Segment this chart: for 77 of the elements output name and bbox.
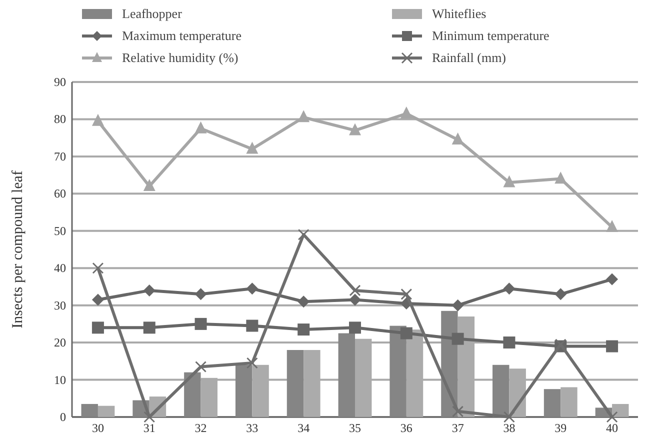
point <box>503 175 516 188</box>
legend-label: Maximum temperature <box>122 28 242 43</box>
point <box>452 406 464 418</box>
point <box>298 228 310 240</box>
point <box>246 282 258 295</box>
bar <box>492 364 510 417</box>
point <box>554 172 567 184</box>
x-tick-label: 32 <box>194 421 207 435</box>
x-tick-label: 37 <box>452 421 464 435</box>
y-tick-label: 20 <box>54 336 66 350</box>
bar <box>81 404 98 417</box>
legend-label: Leafhopper <box>122 6 183 21</box>
bar <box>286 350 304 417</box>
point <box>606 220 618 232</box>
y-tick-label: 60 <box>54 186 66 201</box>
x-tick-label: 35 <box>349 421 361 435</box>
y-tick-label: 50 <box>54 224 66 238</box>
x-tick-label: 36 <box>400 421 412 435</box>
point <box>400 288 412 300</box>
x-tick-label: 31 <box>143 421 156 435</box>
x-tick-label: 39 <box>554 421 567 435</box>
point <box>143 322 156 334</box>
bar <box>544 389 561 417</box>
point <box>349 322 361 334</box>
point <box>92 294 104 306</box>
point <box>246 320 258 332</box>
point <box>92 322 104 334</box>
point <box>503 411 515 423</box>
x-tick-label: 34 <box>298 421 310 435</box>
x-tick-label: 38 <box>503 421 516 435</box>
point <box>606 411 618 423</box>
bar <box>338 333 355 417</box>
y-tick-label: 10 <box>54 372 66 387</box>
bar <box>390 326 406 417</box>
x-tick-label: 30 <box>92 421 104 435</box>
y-tick-label: 70 <box>54 149 66 164</box>
x-tick-label: 33 <box>246 421 258 435</box>
y-axis-title: Insects per compound leaf <box>10 170 26 328</box>
point <box>298 110 310 122</box>
point <box>606 273 618 286</box>
point <box>144 411 156 423</box>
point <box>503 336 516 349</box>
point <box>194 318 207 330</box>
point <box>606 340 618 352</box>
y-tick-label: 30 <box>54 298 66 312</box>
point <box>92 262 104 274</box>
point <box>349 294 361 306</box>
point <box>194 288 207 300</box>
point <box>452 332 464 345</box>
y-tick-label: 80 <box>54 112 66 126</box>
legend-label: Whiteflies <box>432 6 486 21</box>
point <box>143 284 156 296</box>
point <box>452 132 464 144</box>
point <box>246 357 258 369</box>
y-tick-label: 90 <box>54 75 66 89</box>
point <box>246 142 258 154</box>
point <box>554 288 567 300</box>
point <box>452 299 464 312</box>
point <box>92 114 104 126</box>
point <box>298 324 310 336</box>
point <box>400 106 412 118</box>
legend-label: Minimum temperature <box>432 28 550 43</box>
bar <box>184 372 201 417</box>
x-tick-label: 40 <box>606 421 618 435</box>
legend-label: Relative humidity (%) <box>122 50 238 65</box>
y-tick-label: 40 <box>54 261 66 276</box>
point <box>195 361 207 372</box>
point <box>503 282 516 295</box>
point <box>194 121 207 134</box>
point <box>143 179 156 192</box>
bar <box>235 364 252 417</box>
legend-label: Rainfall (mm) <box>432 50 506 65</box>
point <box>298 296 310 308</box>
point <box>349 284 361 296</box>
y-tick-label: 0 <box>60 410 66 424</box>
point <box>349 123 361 136</box>
point <box>400 327 412 340</box>
